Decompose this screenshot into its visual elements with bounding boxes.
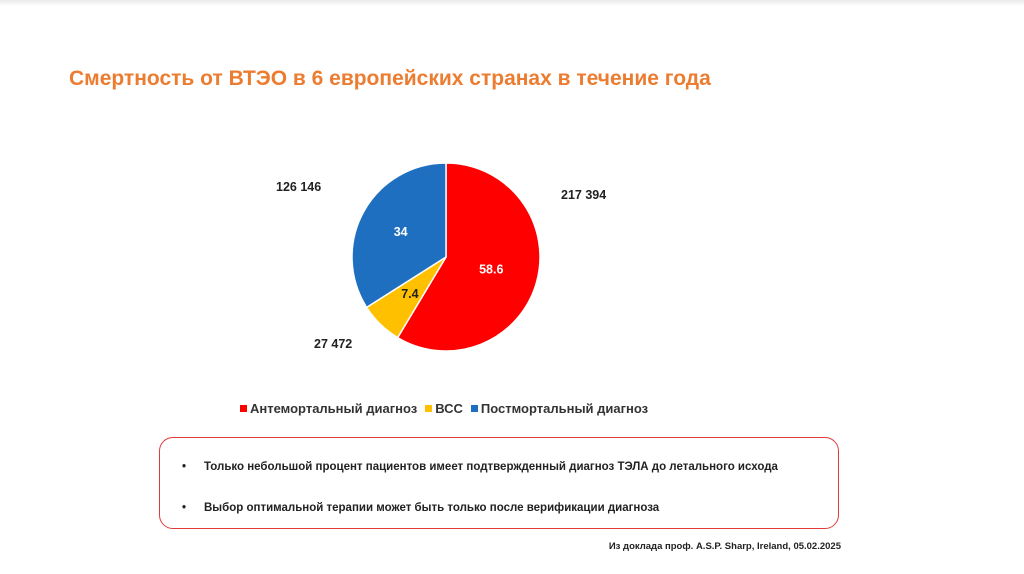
absolute-value-vss: 27 472 bbox=[314, 337, 353, 351]
legend-item-postmortem: Постмортальный диагноз bbox=[470, 401, 649, 416]
slice-label-antemortem: 58.6 bbox=[479, 263, 503, 277]
bullet-icon: • bbox=[182, 461, 187, 473]
pie-slice-antemortem bbox=[396, 162, 541, 352]
notes-box: • Только небольшой процент пациентов име… bbox=[159, 437, 839, 529]
legend-swatch-antemortem bbox=[240, 405, 247, 412]
legend-item-antemortem: Антемортальный диагноз bbox=[240, 401, 417, 416]
slice-label-vss: 7.4 bbox=[401, 287, 418, 301]
legend-label-vss: ВСС bbox=[435, 401, 463, 416]
legend-label-antemortem: Антемортальный диагноз bbox=[250, 401, 418, 416]
pie-slice-postmortem bbox=[351, 162, 447, 309]
legend-swatch-vss bbox=[425, 405, 433, 412]
top-shadow bbox=[0, 0, 1024, 6]
source-citation: Из доклада проф. A.S.P. Sharp, Ireland, … bbox=[608, 541, 841, 552]
legend-swatch-postmortem bbox=[470, 405, 478, 412]
bullet-icon: • bbox=[182, 502, 187, 514]
absolute-value-postmortem: 126 146 bbox=[276, 180, 322, 194]
note-text: Выбор оптимальной терапии может быть тол… bbox=[204, 502, 660, 514]
note-text: Только небольшой процент пациентов имеет… bbox=[204, 461, 778, 473]
legend-item-vss: ВСС bbox=[425, 401, 463, 416]
note-item: • Только небольшой процент пациентов име… bbox=[182, 459, 792, 475]
note-item: • Выбор оптимальной терапии может быть т… bbox=[182, 500, 792, 516]
slice-label-postmortem: 34 bbox=[394, 225, 408, 239]
absolute-value-antemortem: 217 394 bbox=[561, 188, 607, 202]
slide-title: Смертность от ВТЭО в 6 европейских стран… bbox=[69, 67, 711, 90]
legend-label-postmortem: Постмортальный диагноз bbox=[480, 401, 649, 416]
chart-legend: Антемортальный диагноз ВСС Постмортальны… bbox=[240, 401, 656, 416]
